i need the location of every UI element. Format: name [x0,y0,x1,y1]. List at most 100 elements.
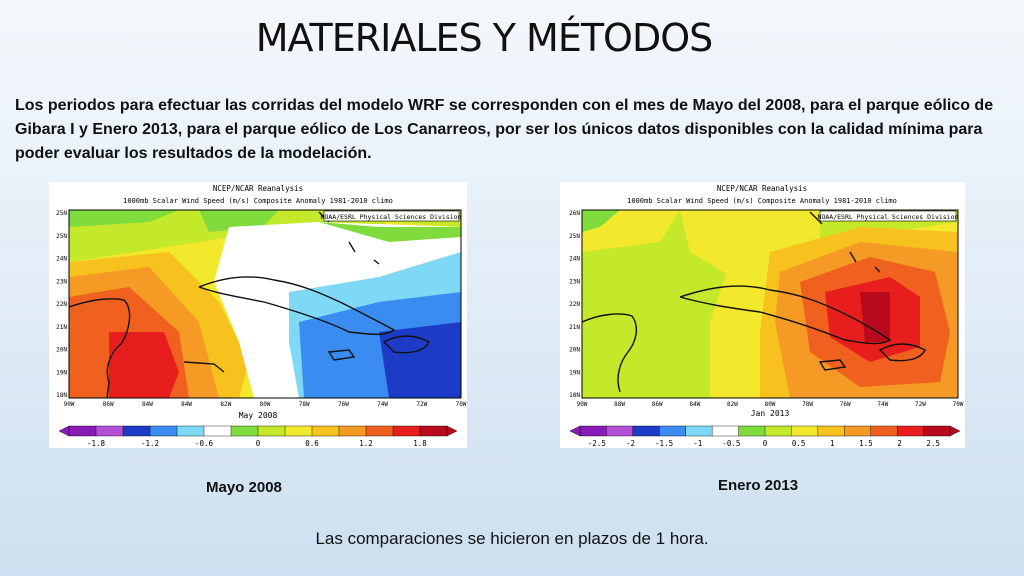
map-header-line2: 1000mb Scalar Wind Speed (m/s) Composite… [627,197,897,205]
map-header-line1: NCEP/NCAR Reanalysis [213,184,303,193]
lat-label: 25N [569,233,580,240]
colorbar [58,425,458,437]
colorbar-swatch [764,425,792,437]
colorbar-swatch [284,425,313,437]
footer-note: Las comparaciones se hicieron en plazos … [315,529,709,548]
lon-label: 82W [220,401,231,408]
colorbar-label: 1.8 [413,439,427,448]
anomaly-field [69,210,461,398]
lon-label: 84W [689,401,700,408]
colorbar-swatch [923,425,951,437]
lat-label: 24N [569,256,580,263]
colorbar-swatch [257,425,286,437]
caption-enero-2013: Enero 2013 [718,477,799,494]
lat-label: 24N [56,256,67,263]
lon-label: 84W [181,401,192,408]
map-header-line2: 1000mb Scalar Wind Speed (m/s) Composite… [123,197,393,205]
colorbar-label: 2.5 [926,439,940,448]
colorbar-labels: -2.5 -2 -1.5 -1 -0.5 0 0.5 1 1.5 2 2.5 [588,439,940,448]
colorbar-swatch [579,425,607,437]
lon-labels: 90W 86W 84W 84W 82W 80W 78W 76W 74W 72W 70W [64,401,467,408]
lat-label: 23N [56,278,67,285]
colorbar-label: -0.6 [195,439,214,448]
colorbar-label: -2.5 [588,439,606,448]
lon-label: 86W [652,401,663,408]
colorbar-label: -1.8 [87,439,106,448]
lon-label: 82W [727,401,738,408]
colorbar-swatch [817,425,845,437]
colorbar-swatch [95,425,124,437]
lon-label: 80W [765,401,776,408]
colorbar-swatch [870,425,898,437]
colorbar-swatch [311,425,340,437]
lon-label: 90W [64,401,75,408]
colorbar-swatch [738,425,766,437]
colorbar-swatch [338,425,367,437]
colorbar-swatch [122,425,151,437]
lat-label: 21N [56,324,67,331]
colorbar-labels: -1.8 -1.2 -0.6 0 0.6 1.2 1.8 [87,439,427,448]
map-period-label: May 2008 [239,411,278,420]
map-credit: NOAA/ESRL Physical Sciences Division [321,213,462,221]
colorbar-label: 2 [897,439,902,448]
colorbar-swatch [659,425,687,437]
slide-title: MATERIALES Y MÉTODOS [255,16,714,60]
lon-label: 72W [915,401,926,408]
colorbar-swatch [896,425,925,437]
lon-label: 88W [614,401,625,408]
colorbar-label: -1 [693,439,702,448]
anomaly-field [582,210,958,398]
lat-label: 22N [569,301,580,308]
lat-label: 22N [56,301,67,308]
colorbar-swatch [685,425,713,437]
lon-label: 76W [840,401,851,408]
colorbar-label: 0 [256,439,261,448]
coastlines [582,211,926,393]
colorbar-label: 0.5 [792,439,806,448]
caption-mayo-2008: Mayo 2008 [206,479,282,496]
lon-label: 78W [802,401,813,408]
colorbar-swatch [230,425,259,437]
colorbar-label: 0 [763,439,768,448]
lat-label: 25N [56,210,67,217]
lat-labels: 26N 25N 24N 23N 22N 21N 20N 19N 18N [569,210,580,399]
colorbar-arrow-right [446,425,458,437]
lat-label: 26N [569,210,580,217]
map-credit: NOAA/ESRL Physical Sciences Division [818,213,959,221]
lat-label: 21N [569,324,580,331]
lat-label: 18N [56,392,67,399]
colorbar-label: 1 [830,439,835,448]
colorbar-label: -1.2 [141,439,159,448]
colorbar-swatch [68,425,97,437]
colorbar-label: 1.5 [859,439,873,448]
lat-label: 25N [56,233,67,240]
lon-label: 84W [142,401,153,408]
colorbar-swatch [606,425,634,437]
lon-label: 80W [260,401,271,408]
colorbar-swatch [176,425,205,437]
colorbar-label: 0.6 [305,439,319,448]
colorbar-label: -2 [626,439,635,448]
colorbar-label: 1.2 [359,439,373,448]
lon-label: 74W [877,401,888,408]
colorbar-swatch [844,425,872,437]
lat-label: 20N [569,347,580,354]
colorbar-swatch [419,425,448,437]
lat-label: 19N [56,369,67,376]
coastlines [69,211,430,398]
lon-label: 70W [953,401,964,408]
lon-label: 74W [377,401,388,408]
colorbar-swatch [149,425,178,437]
colorbar [569,425,961,437]
colorbar-swatch [203,425,232,437]
colorbar-label: -0.5 [722,439,740,448]
lon-label: 90W [577,401,588,408]
lat-label: 20N [56,347,67,354]
lon-label: 86W [103,401,114,408]
map-header-line1: NCEP/NCAR Reanalysis [717,184,807,193]
colorbar-swatch [392,425,421,437]
colorbar-swatch [711,425,740,437]
intro-paragraph: Los periodos para efectuar las corridas … [15,97,994,162]
lon-labels: 90W 88W 86W 84W 82W 80W 78W 76W 74W 72W 70W [577,401,964,408]
lat-label: 23N [569,278,580,285]
